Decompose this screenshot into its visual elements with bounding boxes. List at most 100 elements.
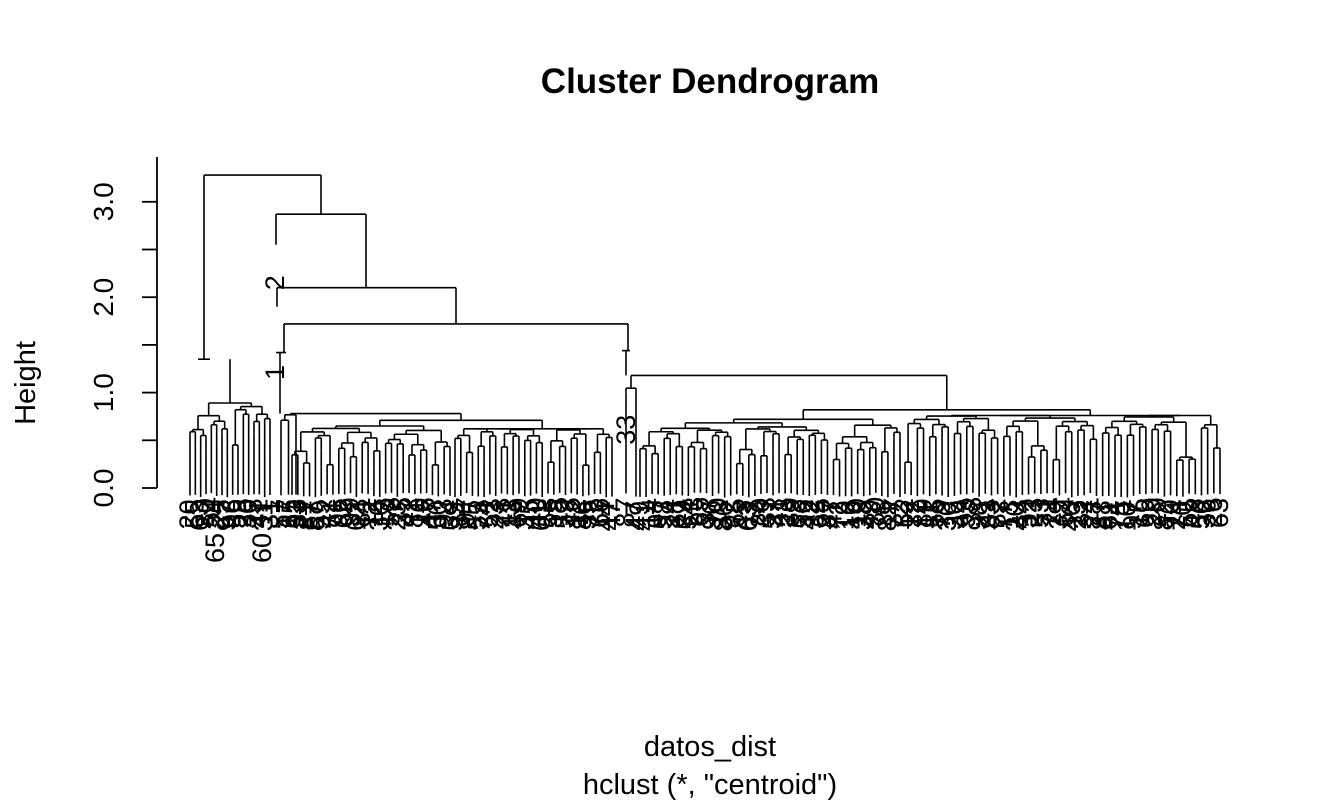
leaf-label: 10 xyxy=(703,498,733,528)
chart-subtitle: hclust (*, "centroid") xyxy=(583,769,837,801)
leaf-label: 56 xyxy=(1185,499,1215,529)
y-axis-label: Height xyxy=(10,341,42,425)
leaf-label: 42 xyxy=(393,497,423,527)
leaf-label: 43 xyxy=(727,500,757,530)
leaf-label: 62 xyxy=(340,501,370,531)
leaf-label: 46 xyxy=(411,497,441,527)
leaf-label: 65 xyxy=(1173,498,1203,528)
y-tick-label: 1.0 xyxy=(88,373,119,412)
leaf-label-named: 1 xyxy=(260,365,290,380)
leaf-label: 63 xyxy=(185,501,215,531)
leaf-label: 72 xyxy=(358,500,388,530)
leaf-label: 41 xyxy=(630,501,660,531)
leaf-label: 30 xyxy=(932,501,962,531)
leaf-label: 85 xyxy=(276,499,306,529)
leaf-label: 24 xyxy=(1037,497,1067,527)
leaf-label: 38 xyxy=(957,497,987,527)
leaf-labels: 2055638054242597965925302341313185332187… xyxy=(174,275,1234,563)
leaf-label: 64 xyxy=(1050,497,1080,527)
leaf-label: 53 xyxy=(678,497,708,527)
leaf-label: 65 xyxy=(684,497,714,527)
leaf-label: 96 xyxy=(697,500,727,530)
leaf-label: 24 xyxy=(201,500,231,530)
leaf-label: 39 xyxy=(1043,500,1073,530)
leaf-label: 63 xyxy=(1204,498,1234,528)
leaf-label: 20 xyxy=(745,498,775,528)
leaf-label: 24 xyxy=(654,499,684,529)
leaf-label: 15 xyxy=(544,497,574,527)
leaf-label: 65 xyxy=(721,498,751,528)
leaf-label: 93 xyxy=(951,498,981,528)
leaf-label: 57 xyxy=(757,499,787,529)
leaf-label: 30 xyxy=(364,501,394,531)
dendrogram-tree xyxy=(189,174,1221,498)
leaf-label: 83 xyxy=(975,499,1005,529)
leaf-label: 23 xyxy=(381,501,411,531)
leaf-label: 97 xyxy=(211,501,241,531)
chart-title: Cluster Dendrogram xyxy=(541,62,879,101)
leaf-label: 12 xyxy=(561,499,591,529)
leaf-label: 50 xyxy=(422,500,452,530)
leaf-label: 35 xyxy=(387,497,417,527)
leaf-label: 31 xyxy=(660,498,690,528)
leaf-label: 23 xyxy=(480,500,510,530)
leaf-label: 48 xyxy=(1179,498,1209,528)
leaf-label: 13 xyxy=(994,500,1024,530)
leaf-label: 33 xyxy=(282,499,312,529)
leaf-label: 88 xyxy=(1087,500,1117,530)
leaf-label: 38 xyxy=(781,499,811,529)
leaf-label-named: 60 xyxy=(247,533,277,563)
leaf-label: 33 xyxy=(751,497,781,527)
leaf-label: 41 xyxy=(969,498,999,528)
leaf-label: 32 xyxy=(1013,498,1043,528)
leaf-label: 61 xyxy=(1093,500,1123,530)
leaf-label: 52 xyxy=(474,499,504,529)
leaf-label: 86 xyxy=(567,500,597,530)
leaf-label: 46 xyxy=(1056,501,1086,531)
leaf-label: 44 xyxy=(945,498,975,528)
leaf-label: 47 xyxy=(620,501,650,531)
leaf-label: 59 xyxy=(305,500,335,530)
y-tick-label: 3.0 xyxy=(88,182,119,221)
leaf-label: 37 xyxy=(509,500,539,530)
leaf-label: 82 xyxy=(1148,501,1178,531)
leaf-label: 81 xyxy=(399,498,429,528)
leaf-label: 23 xyxy=(1019,498,1049,528)
leaf-label: 20 xyxy=(174,499,204,529)
leaf-label: 97 xyxy=(451,497,481,527)
leaf-label: 89 xyxy=(908,498,938,528)
leaf-label: 56 xyxy=(787,499,817,529)
leaf-label: 17 xyxy=(273,499,303,529)
leaf-label: 57 xyxy=(265,499,295,529)
leaf-label: 36 xyxy=(1192,498,1222,528)
leaf-label: 87 xyxy=(294,500,324,530)
y-axis: 0.0 1.0 2.0 3.0 xyxy=(88,157,158,507)
leaf-label: 74 xyxy=(1099,501,1129,531)
leaf-label: 24 xyxy=(1161,500,1191,530)
leaf-label: 82 xyxy=(982,498,1012,528)
leaf-label: 53 xyxy=(1025,498,1055,528)
leaf-label: 44 xyxy=(1006,499,1036,529)
leaf-label: 62 xyxy=(329,498,359,528)
leaf-label: 29 xyxy=(666,499,696,529)
leaf-label: 39 xyxy=(775,497,805,527)
leaf-label: 20 xyxy=(1000,501,1030,531)
leaf-label-named: 2 xyxy=(260,275,290,290)
leaf-label: 59 xyxy=(439,501,469,531)
leaf-label: 97 xyxy=(1118,500,1148,530)
leaf-label: 49 xyxy=(624,501,654,531)
leaf-label: 80 xyxy=(190,498,220,528)
leaf-label: 10 xyxy=(1111,501,1141,531)
leaf-label: 86 xyxy=(709,502,739,532)
leaf-label: 87 xyxy=(299,501,329,531)
leaf-label: 49 xyxy=(854,499,884,529)
leaf-label: 31 xyxy=(254,499,284,529)
leaf-label: 32 xyxy=(799,499,829,529)
leaf-label: 55 xyxy=(920,498,950,528)
leaf-label: 70 xyxy=(1167,501,1197,531)
leaf-label: 58 xyxy=(648,500,678,530)
leaf-label: 72 xyxy=(901,500,931,530)
leaf-label: 13 xyxy=(497,499,527,529)
leaf-label: 79 xyxy=(926,500,956,530)
